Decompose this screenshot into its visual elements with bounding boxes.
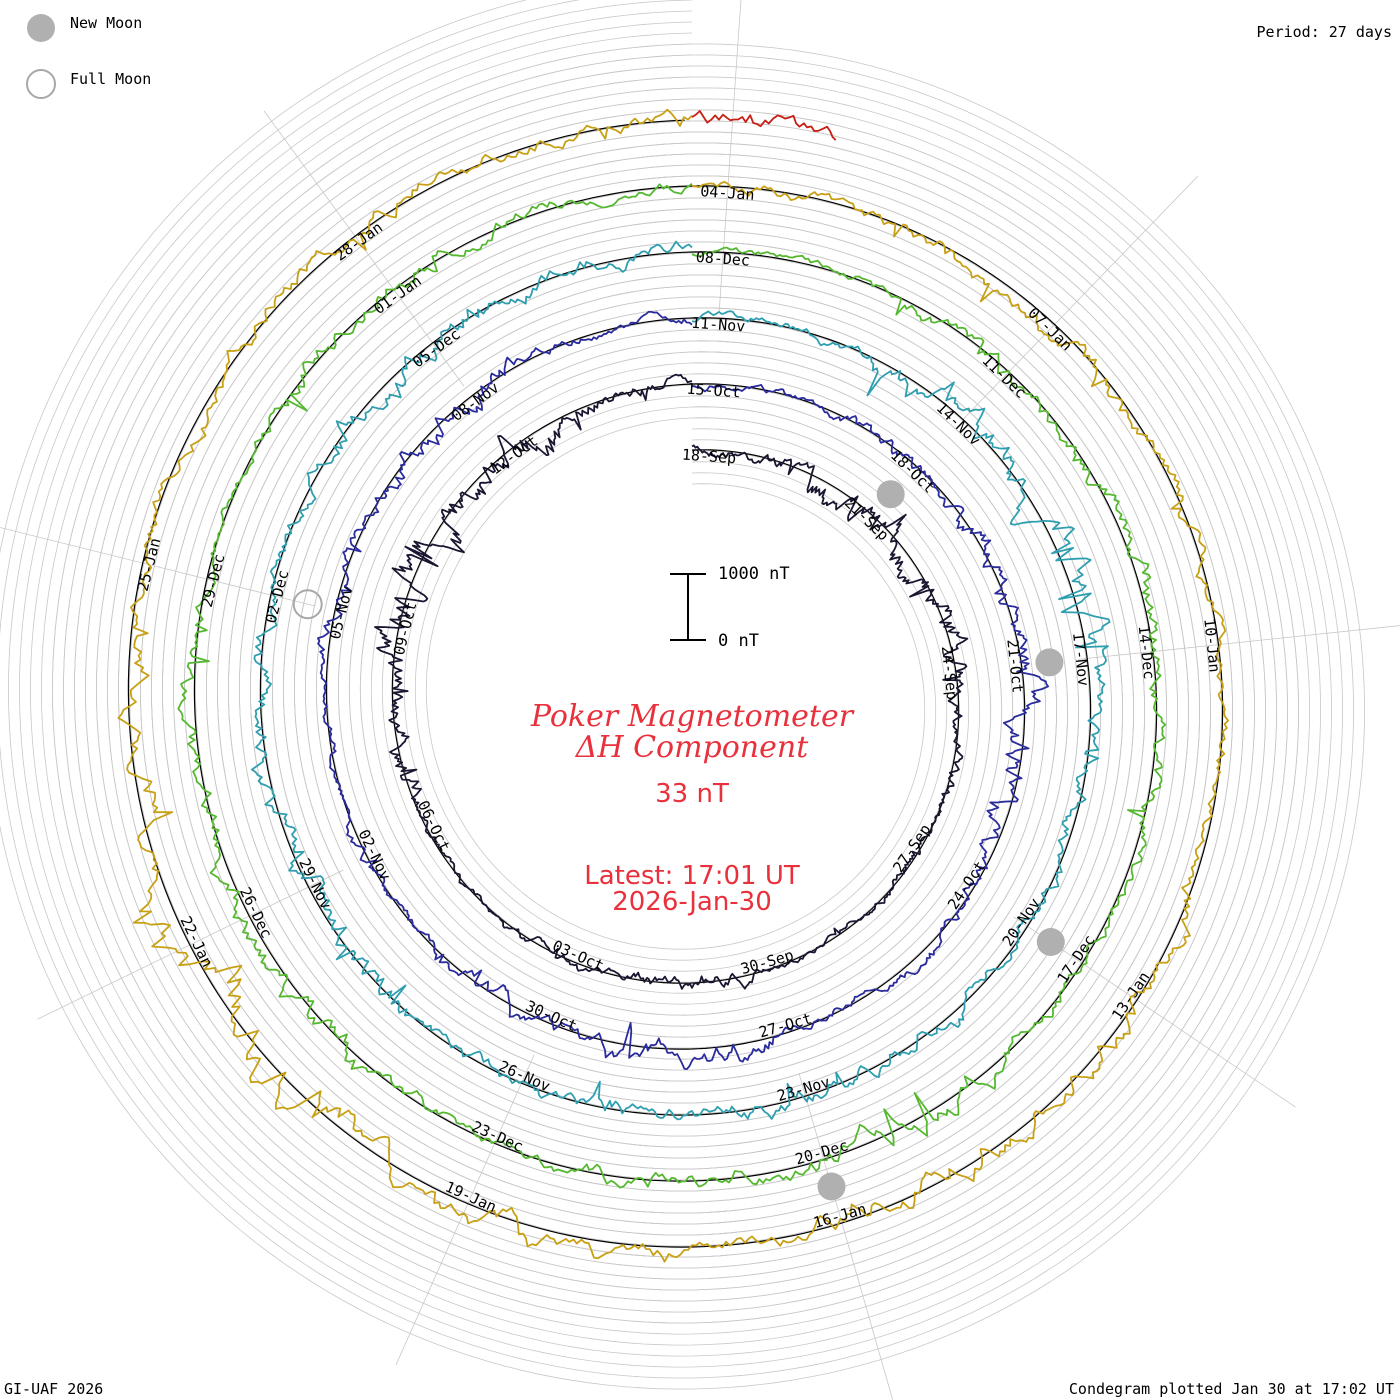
date-label: 17-Nov [1069,631,1093,687]
radial-gridline [961,176,1198,422]
guide-spiral [73,65,1278,1302]
radial-gridline [395,1054,535,1366]
new-moon-marker [817,1172,846,1201]
date-label: 11-Nov [691,314,746,336]
date-label: 13-Jan [1108,968,1153,1023]
date-label: 23-Dec [469,1117,526,1155]
guide-spiral [0,0,1366,1390]
chart-title-line2: ΔH Component [575,730,809,765]
chart-title-line1: Poker Magnetometer [530,699,855,734]
date-label: 18-Sep [681,446,736,468]
new-moon-marker [1036,928,1065,956]
new-moon-legend-icon [27,14,55,42]
new-moon-marker [876,480,905,509]
date-label: 07-Jan [1024,304,1075,355]
radial-gridline [1077,625,1400,660]
scale-bar: 1000 nT 0 nT [670,564,790,651]
trace-series-5 [117,108,1229,1263]
date-label: 02-Nov [355,827,395,884]
date-label: 25-Jan [134,536,165,593]
date-label: 15-Oct [686,380,741,402]
date-label: 28-Jan [332,218,386,264]
new-moon-marker [1035,648,1064,677]
guide-spiral [7,0,1344,1368]
radial-gridline [718,0,742,313]
current-value: 33 nT [655,779,729,809]
trace-series-2 [317,310,1049,1070]
latest-time: Latest: 17:01 UT [584,861,800,891]
date-label: 06-Oct [414,798,454,855]
trace-series-3 [251,240,1111,1121]
date-label: 29-Nov [295,855,335,912]
date-label: 08-Nov [448,378,502,424]
guide-spiral [117,109,1234,1258]
new-moon-legend-label: New Moon [70,14,142,32]
date-label: 21-Oct [1003,638,1027,694]
guide-spiral [150,142,1201,1225]
full-moon-legend-label: Full Moon [70,70,151,88]
footer-plot-time: Condegram plotted Jan 30 at 17:02 UT [1069,1380,1394,1398]
guide-spiral [29,21,1322,1346]
trace-series-1 [374,373,969,990]
date-label: 26-Dec [236,884,276,941]
radial-gridline [0,527,316,607]
latest-date: 2026-Jan-30 [612,887,772,917]
radial-gridline [37,869,344,1020]
period-label: Period: 27 days [1257,23,1392,41]
full-moon-marker [292,589,323,620]
date-label: 20-Dec [793,1136,850,1168]
date-label: 24-Oct [944,858,989,913]
trace-series-6 [691,110,837,141]
trace-series-4 [177,182,1167,1189]
footer-credit: GI-UAF 2026 [4,1380,103,1398]
date-label: 08-Dec [695,248,750,270]
date-label: 11-Dec [979,351,1030,402]
date-label: 01-Jan [370,272,424,318]
date-label: 27-Sep [889,821,934,876]
date-label: 19-Jan [442,1178,499,1216]
date-label: 14-Dec [1135,624,1159,680]
date-label: 29-Dec [198,552,229,609]
date-label: 10-Jan [1200,617,1224,673]
date-label: 30-Oct [523,997,580,1035]
date-label: 05-Nov [326,584,357,641]
scale-bottom-label: 0 nT [718,631,759,651]
date-label: 16-Jan [811,1200,868,1232]
scale-top-label: 1000 nT [718,564,790,584]
date-label: 12-Oct [487,432,541,478]
date-label: 04-Jan [700,182,755,204]
date-label: 24-Sep [938,645,962,701]
legend: New Moon Full Moon [26,14,151,99]
radial-gridline [798,1072,894,1400]
guide-spiral [40,32,1311,1335]
date-label: 02-Dec [262,568,293,625]
date-label: 26-Nov [496,1057,553,1095]
trace-layer [117,108,1229,1263]
guide-spiral [18,10,1333,1357]
moon-layer [292,480,1065,1201]
date-label: 05-Dec [409,325,463,371]
full-moon-legend-icon [26,69,56,99]
